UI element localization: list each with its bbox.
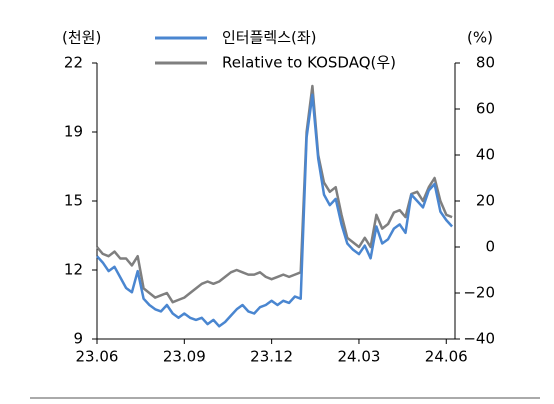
legend-label: 인터플렉스(좌) [222,29,317,47]
x-tick-label: 23.12 [250,348,293,366]
y-tick-label: 19 [64,123,83,141]
x-tick-label: 24.03 [337,348,380,366]
y-axis-label: (천원) [62,29,101,47]
y2-tick-label: 80 [476,54,495,72]
x-tick-label: 23.06 [76,348,119,366]
x-tick-label: 23.09 [163,348,206,366]
series-line [96,84,453,304]
legend-label: Relative to KOSDAQ(우) [222,54,396,72]
y-tick-label: 22 [64,54,83,72]
y-tick-label: 15 [64,192,83,210]
y-tick-label: 9 [73,330,83,348]
series-line [96,93,454,328]
y2-tick-label: −40 [463,330,495,348]
y2-tick-label: −20 [463,284,495,302]
y2-tick-label: 60 [476,100,495,118]
y2-tick-label: 40 [476,146,495,164]
y-tick-label: 12 [64,261,83,279]
y2-tick-label: 0 [485,238,495,256]
y2-axis-label: (%) [467,29,493,47]
y2-tick-label: 20 [476,192,495,210]
x-tick-label: 24.06 [425,348,468,366]
